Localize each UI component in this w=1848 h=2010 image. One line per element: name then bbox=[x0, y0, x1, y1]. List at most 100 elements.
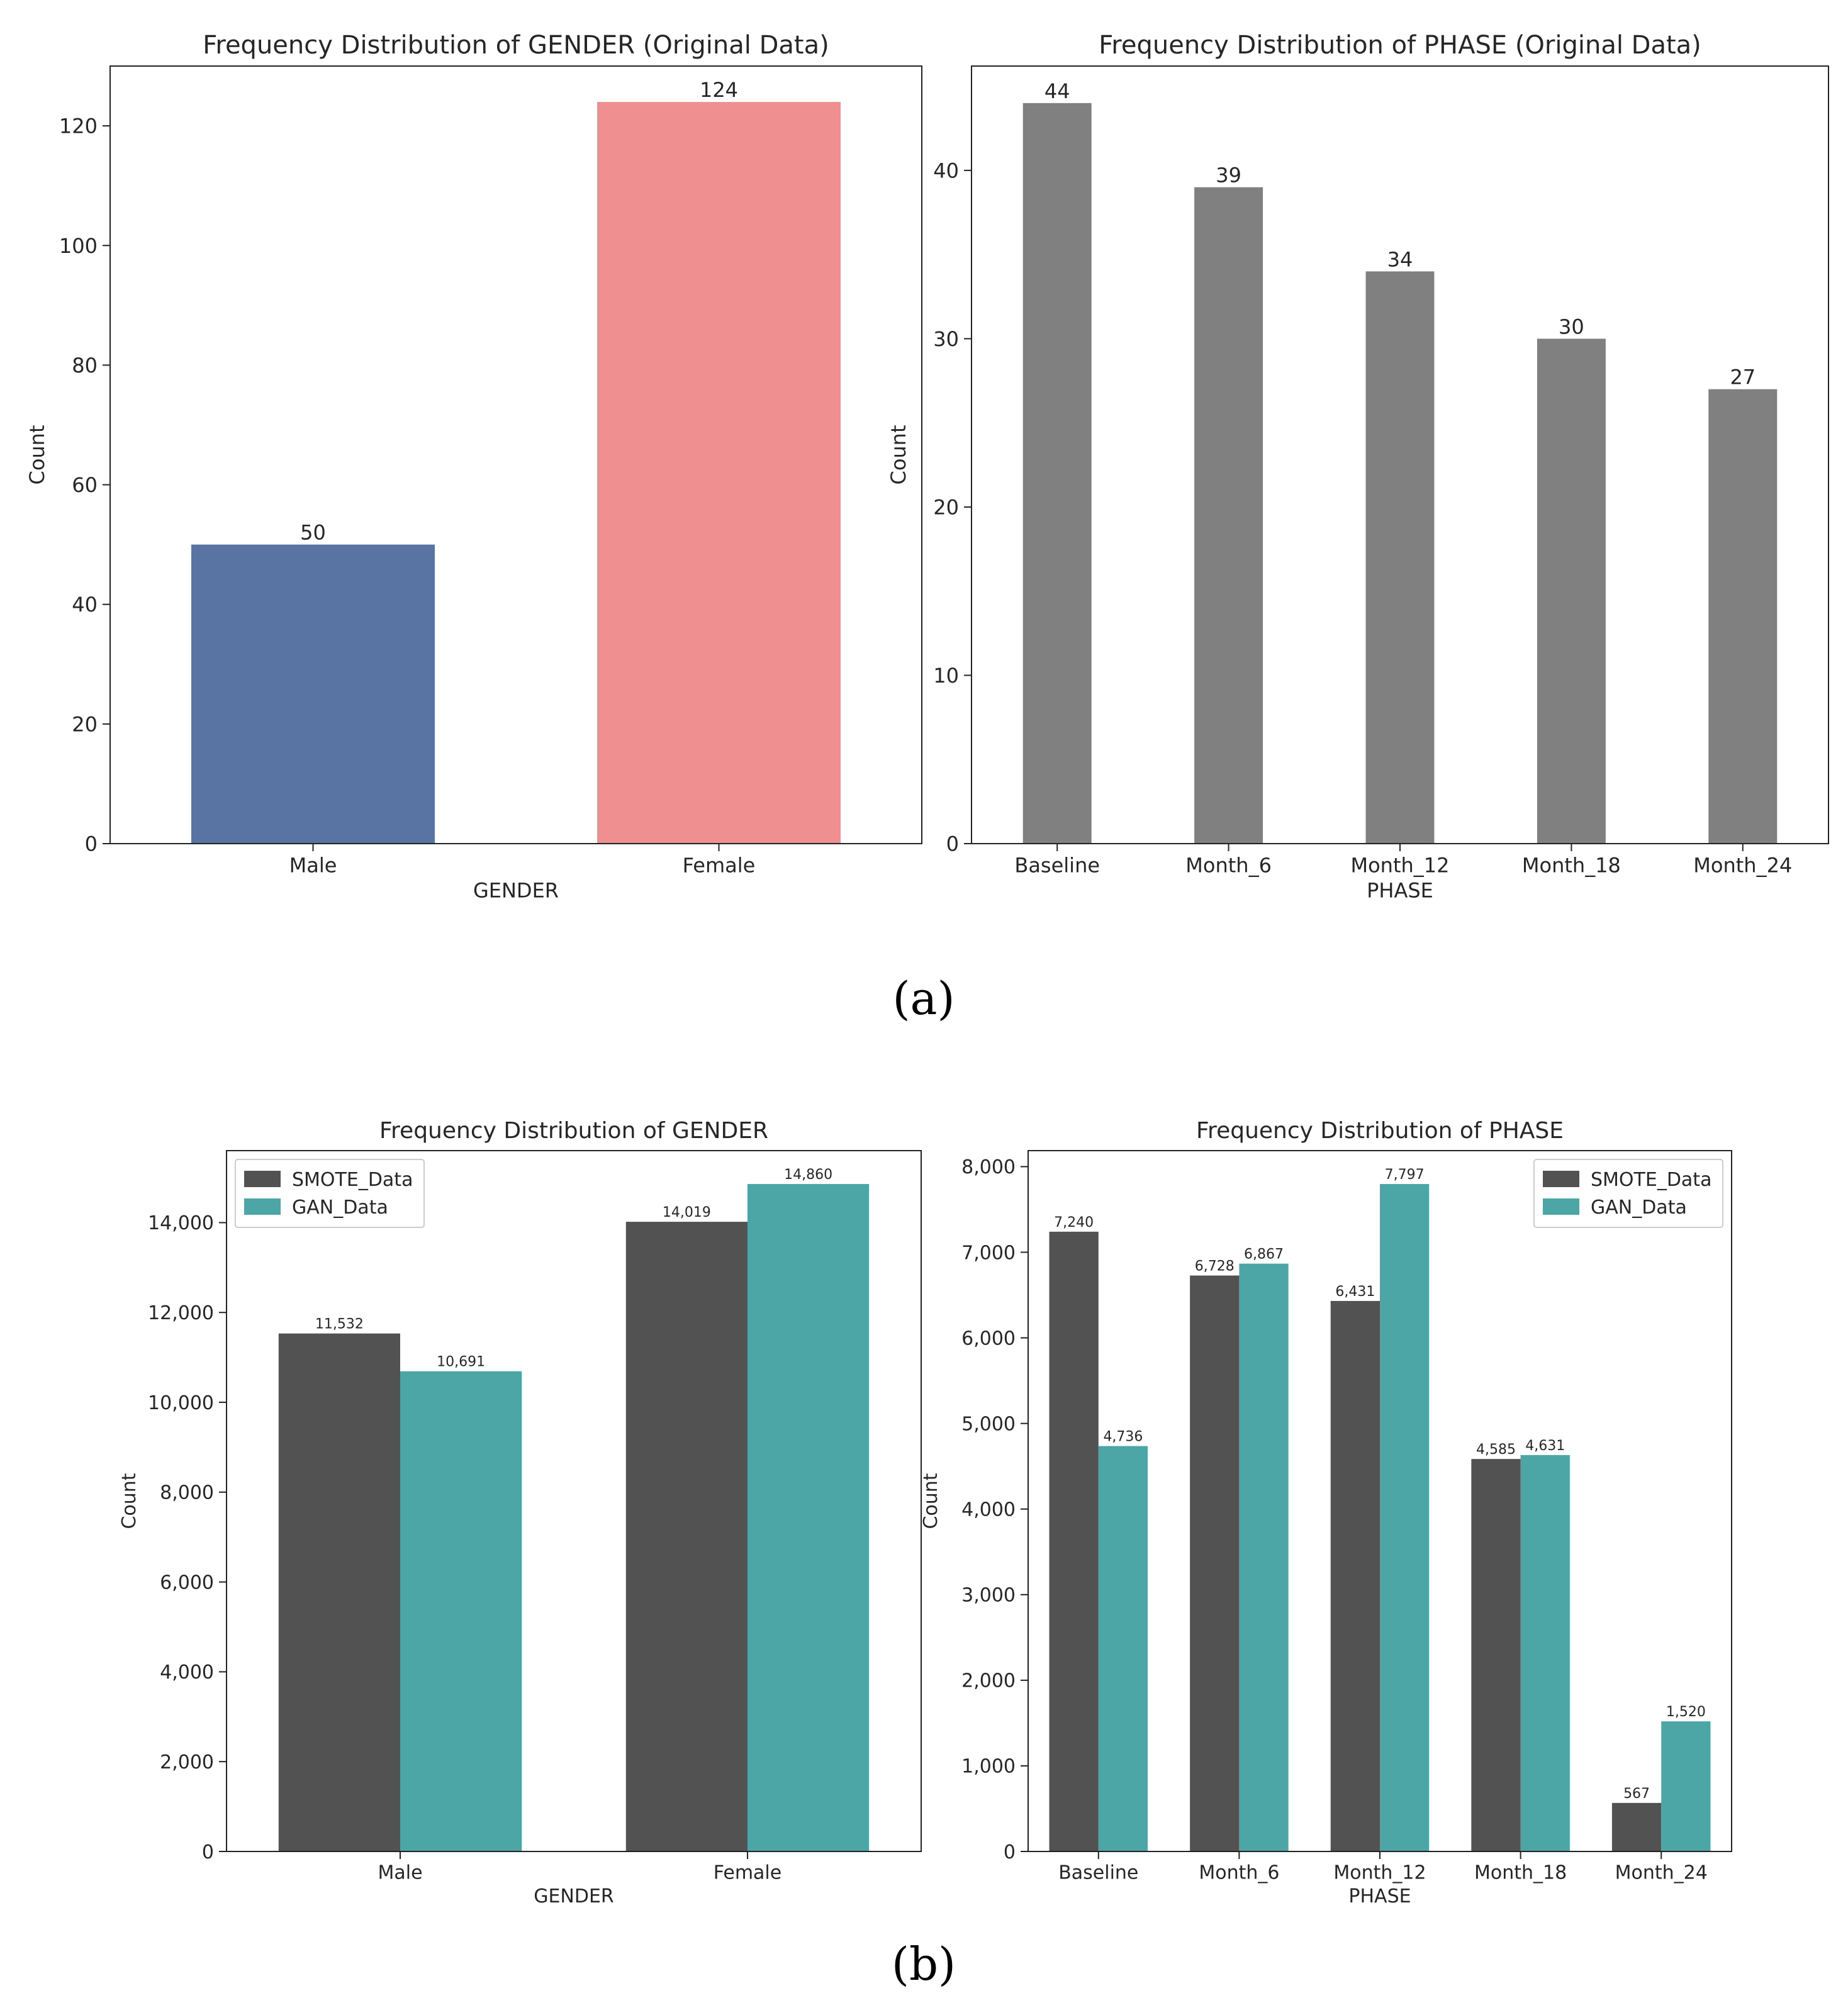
legend-box bbox=[1533, 1159, 1723, 1228]
y-tick-label: 14,000 bbox=[148, 1212, 214, 1234]
x-tick-label: Month_18 bbox=[1474, 1862, 1567, 1884]
legend-entry: SMOTE_Data bbox=[292, 1169, 413, 1191]
legend-entry: SMOTE_Data bbox=[1591, 1169, 1711, 1191]
legend-swatch-gan-data bbox=[244, 1198, 281, 1215]
y-tick-label: 40 bbox=[72, 593, 98, 617]
bar-smote-data-month-24 bbox=[1611, 1802, 1662, 1851]
axes-frame bbox=[109, 65, 922, 844]
bar-gan-data-month-24 bbox=[1661, 1721, 1711, 1851]
legend-swatch-smote-data bbox=[1543, 1171, 1579, 1187]
data-label: 4,585 bbox=[1476, 1442, 1516, 1458]
y-tick-label: 0 bbox=[946, 832, 959, 856]
y-tick-label: 120 bbox=[59, 114, 98, 138]
legend-entry: GAN_Data bbox=[1591, 1197, 1687, 1219]
data-label: 34 bbox=[1387, 247, 1413, 271]
x-tick-label: Month_12 bbox=[1350, 854, 1449, 878]
data-label: 6,867 bbox=[1244, 1247, 1284, 1263]
data-label: 4,736 bbox=[1103, 1429, 1143, 1445]
data-label: 7,797 bbox=[1385, 1167, 1425, 1183]
bar-female bbox=[597, 102, 841, 844]
y-tick-label: 10,000 bbox=[148, 1392, 214, 1414]
y-tick-label: 2,000 bbox=[961, 1670, 1016, 1692]
axes-frame bbox=[226, 1150, 922, 1852]
data-label: 6,728 bbox=[1195, 1259, 1235, 1275]
y-tick-label: 6,000 bbox=[961, 1327, 1016, 1349]
bar-month-18 bbox=[1537, 338, 1606, 844]
data-label: 30 bbox=[1559, 315, 1584, 338]
bar-smote-data-baseline bbox=[1049, 1231, 1099, 1851]
data-label: 39 bbox=[1216, 164, 1241, 187]
chart-gender-original: 50 124 0 20 40 60 80 100 120 Male Female Frequency … bbox=[25, 31, 922, 903]
caption-b: (b) bbox=[892, 1938, 956, 1990]
data-label: 6,431 bbox=[1335, 1284, 1375, 1300]
x-axis-label: PHASE bbox=[1348, 1885, 1411, 1907]
bar-smote-data-female bbox=[625, 1222, 748, 1851]
y-tick-label: 4,000 bbox=[961, 1499, 1016, 1521]
y-tick-label: 5,000 bbox=[961, 1413, 1016, 1435]
bar-month-12 bbox=[1365, 271, 1435, 844]
legend-box bbox=[235, 1159, 425, 1228]
data-label: 14,860 bbox=[784, 1167, 832, 1183]
legend: SMOTE_Data GAN_Data bbox=[235, 1159, 425, 1228]
bar-month-6 bbox=[1194, 187, 1263, 844]
data-label: 124 bbox=[700, 78, 738, 102]
y-tick-label: 20 bbox=[933, 495, 959, 519]
y-axis-label: Count bbox=[118, 1473, 140, 1529]
bar-month-24 bbox=[1708, 389, 1778, 844]
y-tick-label: 8,000 bbox=[160, 1482, 214, 1504]
y-tick-label: 10 bbox=[933, 664, 959, 688]
x-tick-label: Female bbox=[714, 1862, 781, 1884]
y-tick-label: 2,000 bbox=[160, 1751, 214, 1773]
bar-smote-data-male bbox=[278, 1333, 400, 1851]
chart-title: Frequency Distribution of PHASE (Origina… bbox=[1099, 31, 1701, 60]
y-tick-label: 40 bbox=[933, 159, 959, 182]
y-tick-label: 30 bbox=[933, 327, 959, 351]
legend: SMOTE_Data GAN_Data bbox=[1533, 1159, 1723, 1228]
y-tick-label: 20 bbox=[72, 712, 98, 736]
y-axis-label: Count bbox=[25, 425, 49, 484]
y-tick-label: 80 bbox=[72, 354, 98, 377]
data-label: 10,691 bbox=[437, 1354, 485, 1370]
y-tick-label: 60 bbox=[72, 473, 98, 497]
data-label: 11,532 bbox=[315, 1317, 364, 1332]
y-tick-label: 1,000 bbox=[961, 1756, 1016, 1778]
data-label: 50 bbox=[300, 521, 326, 545]
data-label: 44 bbox=[1044, 79, 1070, 103]
y-tick-label: 12,000 bbox=[148, 1302, 214, 1324]
x-tick-label: Month_6 bbox=[1185, 854, 1272, 878]
data-label: 7,240 bbox=[1054, 1215, 1094, 1231]
chart-phase-original: 44 39 34 30 27 0 10 20 30 40 Baseline Month_6 Month_… bbox=[887, 31, 1829, 903]
x-tick-label: Male bbox=[378, 1862, 422, 1884]
bar-gan-data-male bbox=[400, 1371, 522, 1851]
x-tick-label: Month_24 bbox=[1693, 854, 1792, 878]
y-tick-label: 4,000 bbox=[160, 1661, 214, 1683]
y-tick-label: 0 bbox=[1004, 1841, 1016, 1863]
y-axis-label: Count bbox=[920, 1473, 942, 1529]
bar-male bbox=[191, 544, 435, 844]
chart-phase-augmented: 7,240 6,728 6,431 4,585 567 4,736 6,867 7,797 4,… bbox=[920, 1118, 1732, 1907]
chart-title: Frequency Distribution of GENDER (Origin… bbox=[203, 31, 829, 60]
y-tick-label: 100 bbox=[59, 234, 98, 258]
data-label: 567 bbox=[1623, 1786, 1650, 1802]
x-axis-label: GENDER bbox=[534, 1885, 614, 1907]
chart-title: Frequency Distribution of GENDER bbox=[379, 1118, 768, 1144]
x-tick-label: Baseline bbox=[1014, 854, 1100, 878]
x-tick-label: Baseline bbox=[1058, 1862, 1138, 1884]
data-label: 14,019 bbox=[663, 1205, 711, 1220]
bar-smote-data-month-18 bbox=[1471, 1459, 1521, 1851]
y-tick-label: 0 bbox=[85, 832, 98, 856]
x-tick-label: Month_24 bbox=[1615, 1862, 1708, 1884]
y-tick-label: 0 bbox=[202, 1841, 214, 1863]
bar-smote-data-month-12 bbox=[1330, 1300, 1380, 1851]
legend-swatch-gan-data bbox=[1543, 1198, 1579, 1215]
y-tick-label: 7,000 bbox=[961, 1242, 1016, 1264]
x-tick-label: Month_12 bbox=[1333, 1862, 1426, 1884]
legend-entry: GAN_Data bbox=[292, 1197, 388, 1219]
x-tick-label: Male bbox=[289, 854, 337, 878]
data-label: 4,631 bbox=[1525, 1438, 1565, 1454]
y-axis-label: Count bbox=[887, 425, 910, 484]
bar-baseline bbox=[1022, 103, 1092, 844]
data-label: 1,520 bbox=[1666, 1704, 1706, 1720]
bar-gan-data-month-12 bbox=[1380, 1184, 1430, 1851]
